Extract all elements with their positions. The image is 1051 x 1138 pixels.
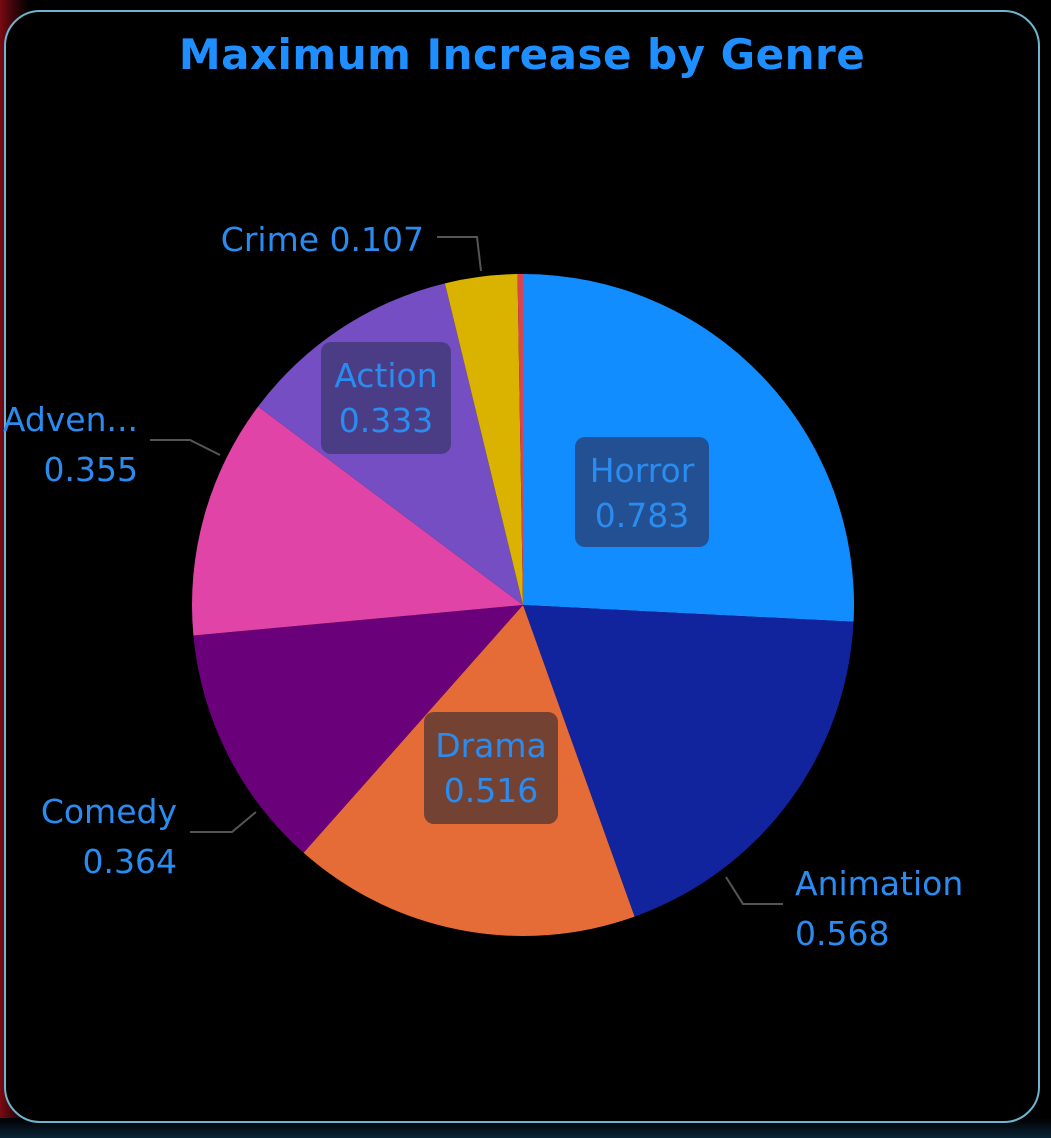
data-label-box-horror xyxy=(575,437,709,547)
bottom-edge-glow xyxy=(0,1118,1051,1138)
data-label-action: Action xyxy=(334,356,437,395)
leader-line-crime xyxy=(437,236,482,272)
data-label-box-action xyxy=(321,342,451,454)
pie-slice-animation[interactable] xyxy=(523,605,854,917)
data-value-horror: 0.783 xyxy=(595,496,689,535)
data-label-adventure: Adven... xyxy=(3,400,138,439)
leader-line-comedy xyxy=(190,811,257,833)
chart-title: Maximum Increase by Genre xyxy=(178,30,866,79)
data-label-animation: Animation xyxy=(795,864,963,903)
data-label-box-drama xyxy=(424,712,558,824)
leader-line-adventure xyxy=(150,439,221,456)
data-label-crime: Crime 0.107 xyxy=(221,220,424,259)
data-value-action: 0.333 xyxy=(339,401,433,440)
data-label-drama: Drama xyxy=(435,726,547,765)
data-value-adventure: 0.355 xyxy=(44,450,138,489)
data-value-animation: 0.568 xyxy=(795,914,889,953)
data-label-comedy: Comedy xyxy=(41,792,177,831)
data-value-drama: 0.516 xyxy=(444,771,538,810)
data-value-comedy: 0.364 xyxy=(83,842,177,881)
pie-slice-adventure[interactable] xyxy=(191,406,523,636)
data-label-horror: Horror xyxy=(590,451,695,490)
pie-slice-crime[interactable] xyxy=(444,274,523,605)
pie-slice-other[interactable] xyxy=(517,274,523,605)
pie-slice-comedy[interactable] xyxy=(193,605,523,853)
leader-line-animation xyxy=(725,876,783,905)
